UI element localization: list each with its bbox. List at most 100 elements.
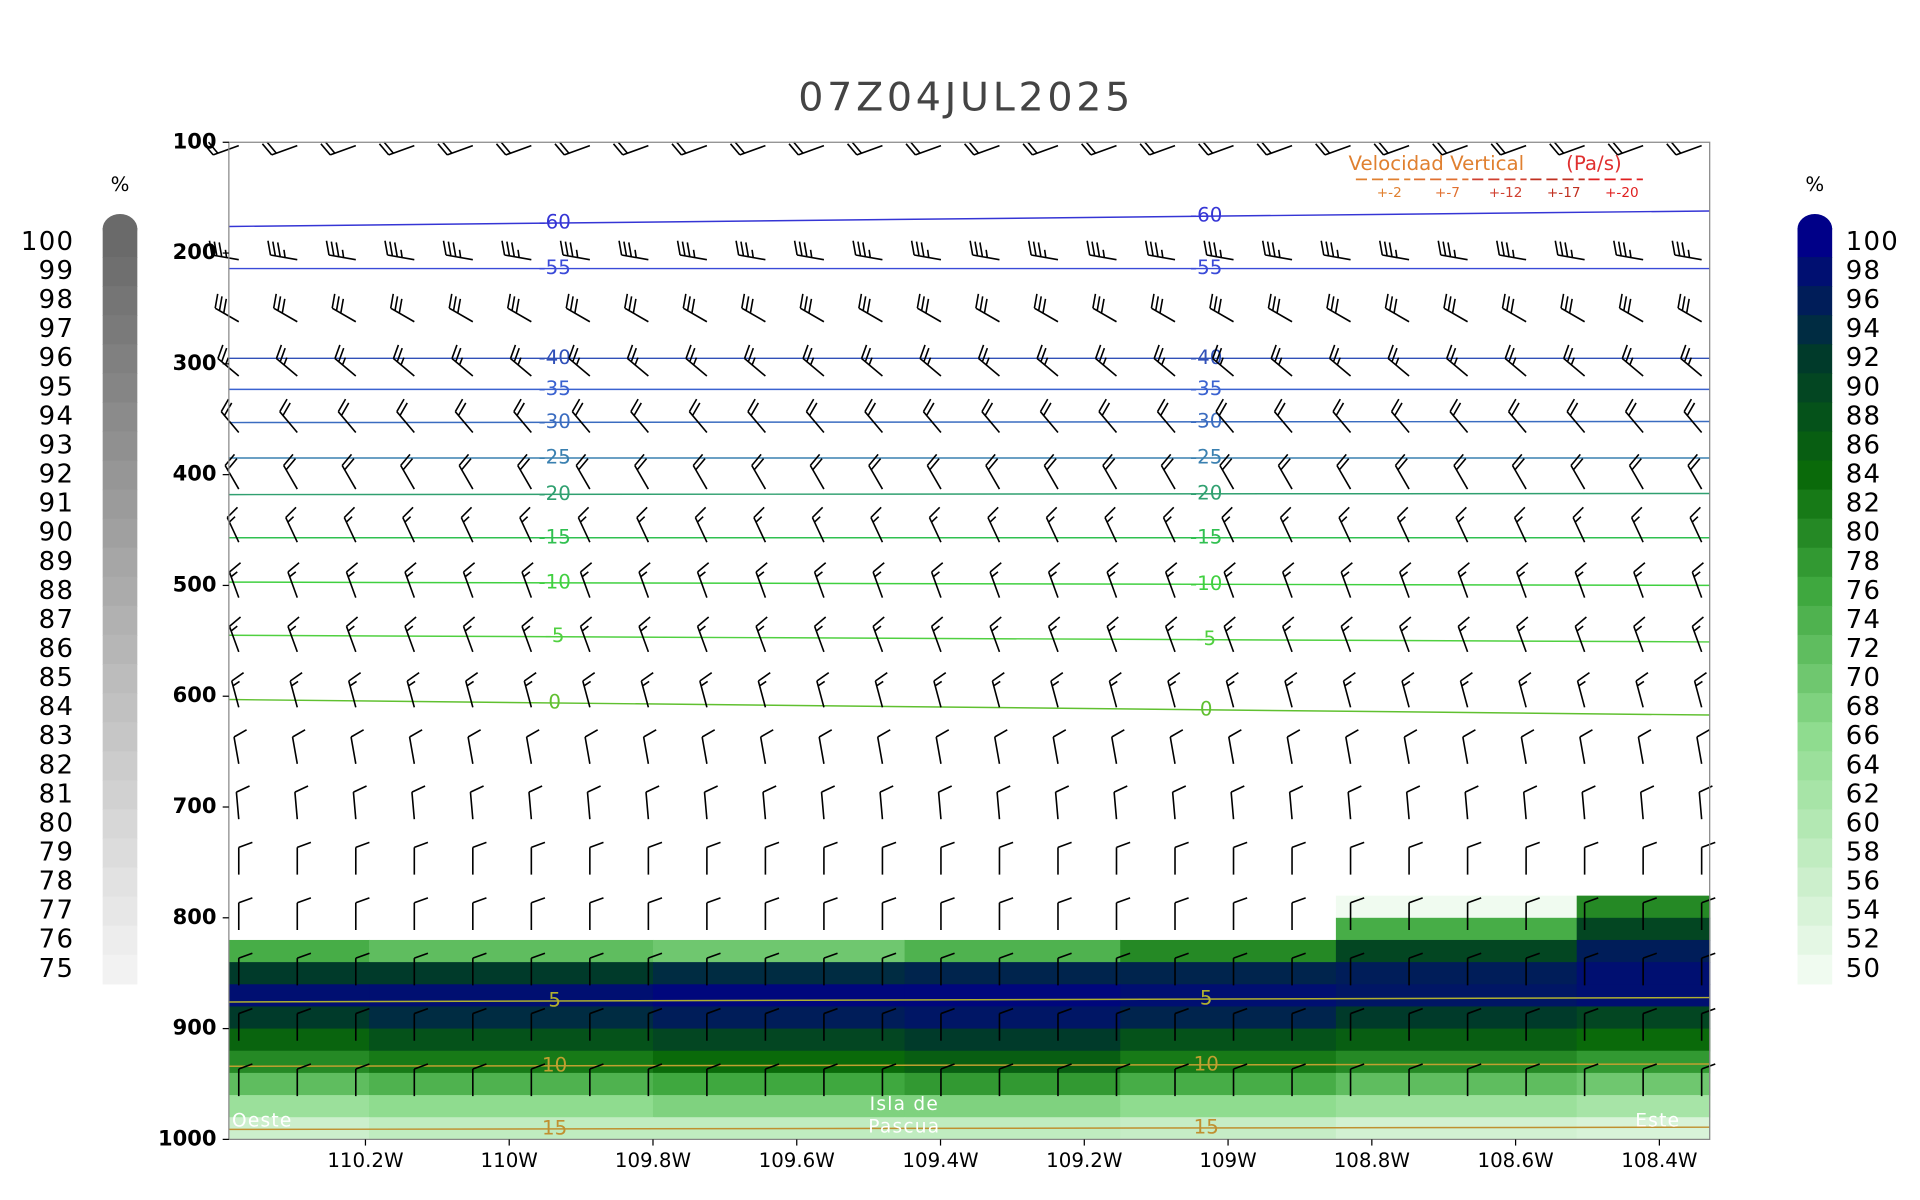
- wind-barb: [1211, 344, 1235, 377]
- wind-barb: [1164, 616, 1178, 653]
- colorbar-cell: [1797, 402, 1833, 433]
- colorbar-label: 54: [1846, 896, 1882, 926]
- wind-barb: [975, 293, 1000, 323]
- wind-barb: [1401, 672, 1415, 708]
- colorbar-label: 92: [1846, 343, 1882, 373]
- wind-barb: [985, 453, 1001, 490]
- wind-barb: [823, 897, 838, 930]
- wind-barb: [1115, 1063, 1131, 1097]
- wind-barb: [755, 562, 768, 598]
- annotation: Este: [1635, 1110, 1680, 1131]
- wind-barb: [1700, 952, 1716, 986]
- wind-barb: [764, 1007, 780, 1041]
- wind-barb: [802, 344, 825, 377]
- wind-barb: [1563, 344, 1586, 377]
- isotherm-label: -30: [1190, 409, 1222, 432]
- humidity-cell: [904, 984, 1121, 1008]
- wind-barb: [1549, 141, 1585, 156]
- wind-barb: [846, 141, 883, 156]
- humidity-cell: [1335, 1072, 1578, 1096]
- wind-barb: [525, 729, 540, 764]
- colorbar-label: 56: [1846, 867, 1882, 897]
- colorbar-label: 82: [39, 750, 75, 780]
- humidity-cell: [369, 1095, 654, 1118]
- wind-barb: [1104, 506, 1118, 543]
- x-tick-label: 110W: [481, 1149, 538, 1172]
- wind-barb: [688, 398, 708, 434]
- wind-barb: [937, 785, 953, 820]
- wind-barb: [1261, 240, 1293, 261]
- legend-label: +-12: [1489, 185, 1523, 201]
- humidity-cell: [904, 939, 1121, 963]
- wind-barb: [876, 729, 891, 764]
- wind-barb: [1513, 506, 1527, 543]
- colorbar-label: 90: [39, 518, 75, 548]
- wind-barb: [1291, 841, 1306, 875]
- wind-barb: [413, 952, 429, 986]
- wind-barb: [1437, 240, 1468, 261]
- wind-barb: [930, 562, 944, 598]
- isotherm-label: -10: [1190, 572, 1222, 595]
- wind-barb: [472, 1063, 487, 1097]
- colorbar-label: 72: [1846, 634, 1882, 664]
- wind-barb: [1700, 1063, 1716, 1097]
- isotherm-label: 10: [1194, 1052, 1219, 1075]
- wind-barb: [320, 141, 357, 156]
- colorbar-cell: [102, 257, 138, 287]
- wind-barb: [462, 616, 476, 653]
- wind-barb: [1390, 398, 1410, 434]
- wind-barb: [1680, 344, 1703, 377]
- wind-barb: [612, 141, 649, 156]
- wind-barb: [1525, 897, 1540, 930]
- wind-barb: [1033, 293, 1059, 323]
- y-tick-label: 900: [173, 1015, 217, 1040]
- wind-barb: [296, 897, 312, 930]
- wind-barb: [1666, 141, 1702, 156]
- colorbar-cell: [102, 402, 138, 433]
- wind-barb: [565, 293, 591, 323]
- wind-barb: [402, 506, 416, 543]
- wind-barb: [1583, 1007, 1599, 1041]
- wind-barb: [933, 672, 947, 708]
- wind-barb: [1574, 562, 1587, 598]
- isotherm-label: 0: [1200, 697, 1213, 720]
- wind-barb: [626, 344, 649, 377]
- wind-barb: [413, 1007, 429, 1041]
- wind-barb: [1501, 293, 1527, 323]
- colorbar-label: 94: [1846, 314, 1882, 344]
- wind-barb: [1554, 240, 1585, 261]
- wind-barb: [823, 1063, 838, 1097]
- wind-barb: [228, 616, 242, 653]
- wind-barb: [1215, 398, 1235, 434]
- wind-barb: [325, 240, 356, 261]
- wind-barb: [870, 506, 884, 543]
- wind-barb: [530, 1007, 546, 1041]
- x-tick-label: 109.2W: [1046, 1149, 1122, 1172]
- wind-barb: [350, 729, 365, 764]
- isotherm: [228, 634, 1710, 643]
- wind-barb: [400, 453, 416, 490]
- wind-barb: [1174, 952, 1189, 986]
- wind-barb: [816, 672, 830, 708]
- wind-barb: [823, 1007, 838, 1041]
- colorbar-cell: [1797, 431, 1833, 462]
- wind-barb: [341, 453, 357, 490]
- wind-barb: [874, 672, 888, 708]
- wind-barb: [1209, 293, 1234, 323]
- wind-barb: [703, 785, 718, 820]
- wind-barb: [1232, 1007, 1248, 1041]
- wind-barb: [1057, 1007, 1072, 1041]
- wind-barb: [460, 506, 474, 543]
- wind-barb: [1408, 952, 1423, 986]
- colorbar-label: 81: [39, 779, 75, 809]
- wind-barb: [1174, 897, 1189, 930]
- wind-barb: [454, 398, 474, 434]
- y-tick-label: 700: [173, 793, 217, 818]
- wind-barb: [208, 240, 239, 261]
- wind-barb: [331, 293, 357, 323]
- isotherm-label: -60: [538, 211, 570, 234]
- colorbar-label: 83: [39, 721, 75, 751]
- wind-barb: [813, 562, 827, 598]
- wind-barb: [1642, 841, 1658, 875]
- x-tick-label: 110.2W: [327, 1149, 403, 1172]
